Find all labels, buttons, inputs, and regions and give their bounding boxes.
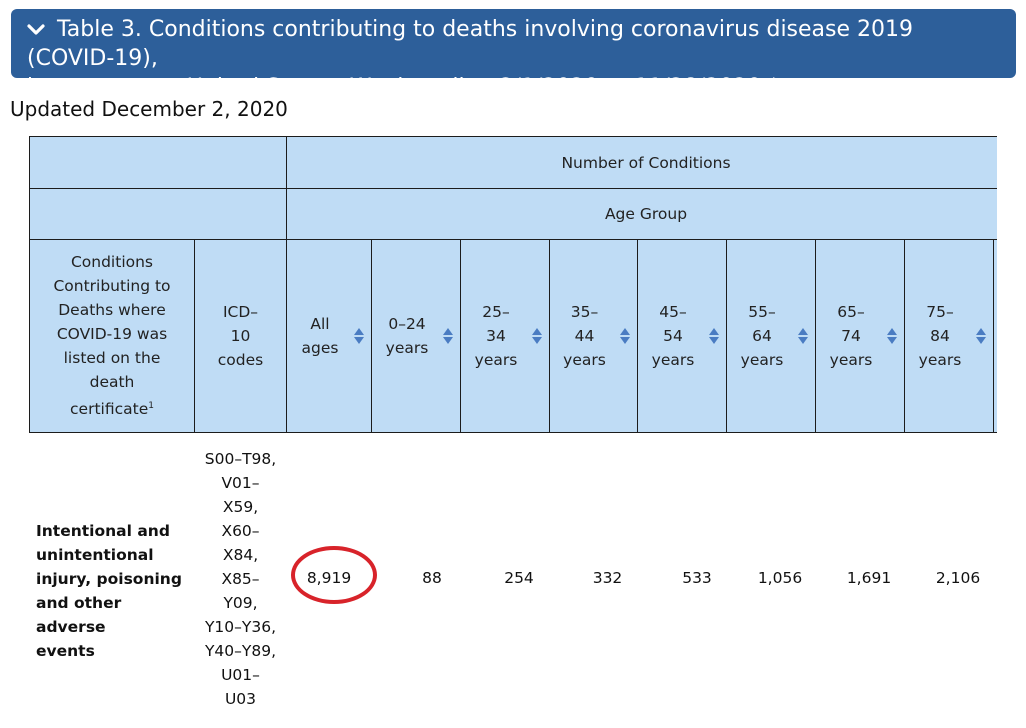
header-conditions: Conditions Contributing to Deaths where … — [29, 239, 195, 433]
table-title-line2: by age group, United States. Week ending… — [27, 75, 780, 100]
header-age-group: Age Group — [286, 188, 997, 240]
row-label-injury: Intentional and unintentional injury, po… — [36, 522, 182, 660]
column-25-34-sortable[interactable]: 25– 34 years — [460, 239, 550, 433]
cell-35-44: 332 — [592, 569, 623, 587]
column-65-74-sortable[interactable]: 65– 74 years — [815, 239, 905, 433]
conditions-table: Number of Conditions Age Group Condition… — [29, 136, 997, 728]
highlight-circle-annotation — [291, 546, 377, 604]
column-35-44-sortable[interactable]: 35– 44 years — [549, 239, 638, 433]
sort-arrows-icon[interactable] — [531, 328, 543, 344]
footnote-marker: 1 — [148, 401, 154, 412]
header-blank-2 — [29, 188, 287, 240]
column-75-84-sortable[interactable]: 75– 84 years — [904, 239, 994, 433]
sort-arrows-icon[interactable] — [442, 328, 454, 344]
column-next-partial — [993, 239, 997, 433]
header-icd-codes: ICD– 10 codes — [194, 239, 287, 433]
column-0-24-sortable[interactable]: 0–24 years — [371, 239, 461, 433]
sort-arrows-icon[interactable] — [708, 328, 720, 344]
header-number-of-conditions: Number of Conditions — [286, 136, 997, 189]
column-all-ages-sortable[interactable]: All ages — [286, 239, 372, 433]
cell-55-64: 1,056 — [757, 569, 803, 587]
row-icd-codes: S00–T98, V01– X59, X60– X84, X85– Y09, Y… — [204, 450, 277, 708]
sort-arrows-icon[interactable] — [886, 328, 898, 344]
updated-date: Updated December 2, 2020 — [10, 97, 288, 121]
cell-0-24: 88 — [422, 569, 442, 587]
cell-75-84: 2,106 — [935, 569, 981, 587]
cell-65-74: 1,691 — [846, 569, 892, 587]
column-45-54-sortable[interactable]: 45– 54 years — [637, 239, 727, 433]
table-title-line1: Table 3. Conditions contributing to deat… — [27, 17, 914, 71]
header-blank-1 — [29, 136, 287, 189]
table-title-banner[interactable]: Table 3. Conditions contributing to deat… — [11, 9, 1016, 100]
sort-arrows-icon[interactable] — [975, 328, 987, 344]
sort-arrows-icon[interactable] — [797, 328, 809, 344]
cell-45-54: 533 — [682, 569, 712, 587]
chevron-down-icon[interactable] — [27, 15, 49, 36]
column-55-64-sortable[interactable]: 55– 64 years — [726, 239, 816, 433]
sort-arrows-icon[interactable] — [353, 328, 365, 344]
cell-25-34: 254 — [504, 569, 534, 587]
sort-arrows-icon[interactable] — [619, 328, 631, 344]
